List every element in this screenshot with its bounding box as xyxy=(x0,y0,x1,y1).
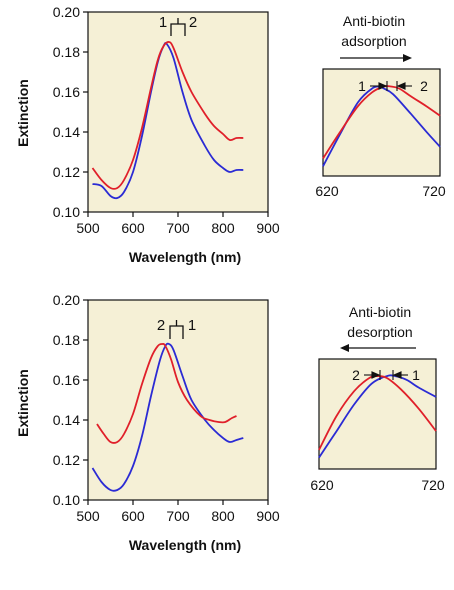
y-tick-label: 0.12 xyxy=(53,452,80,468)
peak-label-bottom-1: 1 xyxy=(188,317,196,334)
inset-title-top-line1: Anti-biotin xyxy=(343,13,405,29)
series-lines-top xyxy=(91,41,244,200)
series-line-bottom-1 xyxy=(91,342,244,492)
arrow-left-icon xyxy=(340,344,416,352)
chart-bottom-main: 0.10 0.12 0.14 0.16 0.18 0.20 500 600 700 800 900… xyxy=(15,292,280,553)
inset-xtick-bottom-620: 620 xyxy=(310,477,334,493)
inset-xtick-top-620: 620 xyxy=(315,183,339,199)
inset-xtick-top-720: 720 xyxy=(422,183,446,199)
peak-label-bottom-2: 2 xyxy=(157,317,165,334)
chart-bottom-inset: Anti-biotin desorption 2 1 620 720 xyxy=(310,304,445,493)
inset-label-top-1: 1 xyxy=(358,78,366,94)
inset-arrows-bottom xyxy=(364,370,408,380)
y-tick-label: 0.20 xyxy=(53,292,80,308)
x-tick-label: 600 xyxy=(121,220,145,236)
y-tick-label: 0.12 xyxy=(53,164,80,180)
x-tick-label: 700 xyxy=(166,220,190,236)
x-axis-label-bottom: Wavelength (nm) xyxy=(129,537,241,553)
peak-bracket-bottom xyxy=(169,320,184,339)
y-ticks-bottom: 0.10 0.12 0.14 0.16 0.18 0.20 xyxy=(53,292,88,508)
series-lines-bottom xyxy=(91,342,244,492)
series-line-inset-bottom-1 xyxy=(318,374,437,459)
y-tick-label: 0.10 xyxy=(53,204,80,220)
peak-bracket-top xyxy=(170,18,186,36)
plot-area-top xyxy=(87,11,269,213)
y-tick-label: 0.18 xyxy=(53,332,80,348)
inset-label-bottom-2: 2 xyxy=(352,367,360,383)
x-tick-label: 900 xyxy=(256,220,280,236)
series-line-top-2 xyxy=(91,41,244,190)
y-tick-label: 0.14 xyxy=(53,124,80,140)
inset-label-bottom-1: 1 xyxy=(412,367,420,383)
inset-arrows-top xyxy=(370,81,412,91)
x-tick-label: 900 xyxy=(256,508,280,524)
x-tick-label: 500 xyxy=(76,508,100,524)
x-tick-label: 600 xyxy=(121,508,145,524)
x-ticks-bottom: 500 600 700 800 900 xyxy=(76,500,280,524)
arrow-right-icon xyxy=(340,54,412,62)
x-tick-label: 500 xyxy=(76,220,100,236)
inset-title-bottom-line2: desorption xyxy=(347,324,412,340)
x-ticks-top: 500 600 700 800 900 xyxy=(76,212,280,236)
series-line-bottom-2 xyxy=(96,343,237,444)
chart-top-main: 0.10 0.12 0.14 0.16 0.18 0.20 500 600 700 800 900… xyxy=(15,4,280,265)
y-axis-label-top: Extinction xyxy=(15,79,31,147)
inset-xtick-bottom-720: 720 xyxy=(421,477,445,493)
y-tick-label: 0.16 xyxy=(53,372,80,388)
y-tick-label: 0.18 xyxy=(53,44,80,60)
y-tick-label: 0.16 xyxy=(53,84,80,100)
inset-title-bottom-line1: Anti-biotin xyxy=(349,304,411,320)
x-tick-label: 700 xyxy=(166,508,190,524)
x-tick-label: 800 xyxy=(211,220,235,236)
y-tick-label: 0.20 xyxy=(53,4,80,20)
inset-title-top-line2: adsorption xyxy=(341,33,406,49)
peak-label-top-2: 2 xyxy=(189,14,197,31)
chart-top-inset: Anti-biotin adsorption 1 2 620 720 xyxy=(315,13,446,199)
plot-area-bottom xyxy=(87,299,269,501)
x-tick-label: 800 xyxy=(211,508,235,524)
peak-label-top-1: 1 xyxy=(159,14,167,31)
inset-label-top-2: 2 xyxy=(420,78,428,94)
y-ticks-top: 0.10 0.12 0.14 0.16 0.18 0.20 xyxy=(53,4,88,220)
y-tick-label: 0.14 xyxy=(53,412,80,428)
y-tick-label: 0.10 xyxy=(53,492,80,508)
x-axis-label-top: Wavelength (nm) xyxy=(129,249,241,265)
series-line-inset-top-2 xyxy=(322,85,441,159)
y-axis-label-bottom: Extinction xyxy=(15,369,31,437)
